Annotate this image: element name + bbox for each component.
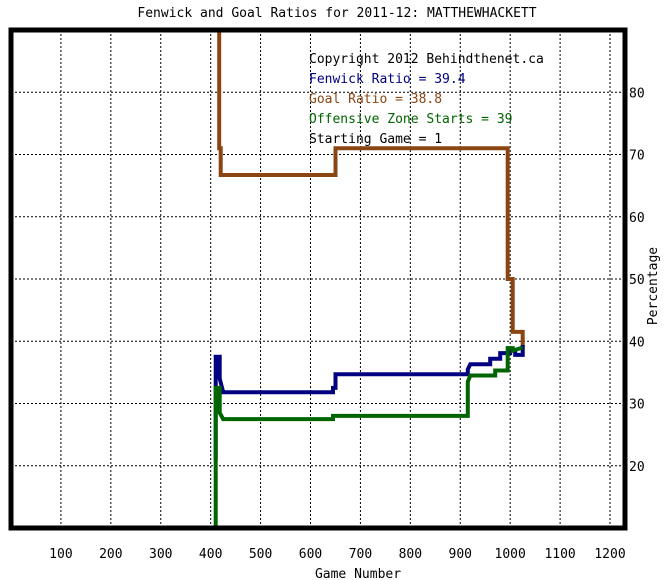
y-tick-label: 40: [629, 335, 645, 350]
x-tick-label: 200: [99, 547, 122, 562]
y-tick-label: 30: [629, 398, 645, 413]
y-tick-label: 20: [629, 460, 645, 475]
y-axis-label: Percentage: [646, 247, 661, 325]
series-lines: [213, 28, 525, 528]
legend-annotation: Goal Ratio = 38.8: [309, 92, 442, 107]
x-tick-label: 500: [249, 547, 272, 562]
chart-title: Fenwick and Goal Ratios for 2011-12: MAT…: [137, 6, 536, 21]
y-tick-label: 70: [629, 149, 645, 164]
legend-annotation: Starting Game = 1: [309, 132, 442, 147]
series-line: [213, 345, 524, 528]
plot-frame: [8, 27, 628, 531]
x-tick-label: 900: [449, 547, 472, 562]
x-tick-label: 300: [149, 547, 172, 562]
y-tick-label: 50: [629, 273, 645, 288]
x-tick-labels: 100 200 300 400 500 600 700 800 900 1000 1100 1200: [49, 547, 626, 562]
x-axis-label: Game Number: [315, 567, 401, 580]
legend-annotation: Fenwick Ratio = 39.4: [309, 72, 466, 87]
legend-annotations: Copyright 2012 Behindthenet.ca Fenwick Ra…: [309, 52, 544, 147]
x-tick-label: 400: [199, 547, 222, 562]
series-line: [213, 345, 525, 460]
y-tick-label: 60: [629, 211, 645, 226]
x-tick-label: 1200: [594, 547, 625, 562]
x-tick-label: 1000: [495, 547, 526, 562]
y-tick-label: 80: [629, 86, 645, 101]
x-tick-label: 800: [399, 547, 422, 562]
legend-annotation: Copyright 2012 Behindthenet.ca: [309, 52, 544, 67]
x-tick-label: 700: [349, 547, 372, 562]
series-line: [215, 28, 525, 349]
x-tick-label: 600: [299, 547, 322, 562]
y-tick-labels: 20 30 40 50 60 70 80: [629, 86, 645, 475]
x-tick-label: 100: [49, 547, 72, 562]
x-tick-label: 1100: [544, 547, 575, 562]
legend-annotation: Offensive Zone Starts = 39: [309, 112, 513, 127]
